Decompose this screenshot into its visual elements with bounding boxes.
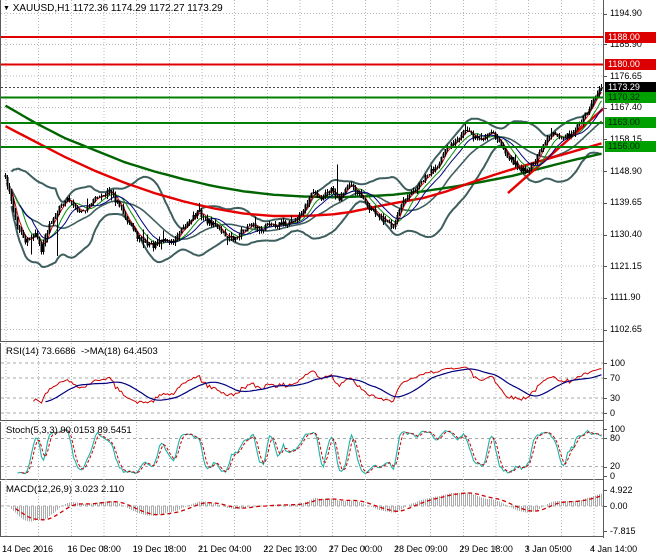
price-tick: 1158.15 [610,133,642,144]
tick-mark [604,378,607,379]
macd-histogram [11,492,602,522]
price-badge-current: 1173.29 [605,82,656,94]
time-label: 16 Dec 08:00 [67,544,121,554]
trendline-red [507,106,604,194]
macd-tick: 4.922 [610,484,633,495]
stoch-tick: 80 [610,432,621,443]
macd-panel[interactable] [0,481,603,537]
time-label: 28 Dec 09:00 [394,544,448,554]
rsi-tick: 100 [610,357,626,368]
bollinger-band [10,120,603,240]
rsi-tick: 70 [610,372,621,383]
stoch-tick: 100 [610,423,626,434]
price-tick: 1111.90 [610,292,641,303]
rsi-tick: 30 [610,392,621,403]
tick-mark [604,202,607,204]
time-label: 14 Dec 2016 [2,544,54,554]
price-tick: 1185.90 [610,38,642,49]
tick-mark [604,429,607,430]
price-tick: 1139.65 [610,197,642,208]
time-label: 19 Dec 18:00 [132,544,187,554]
rsi-ma-line [45,368,602,403]
macd-tick: 0.00 [610,500,628,511]
price-tick: 1102.65 [610,324,642,335]
time-label: 22 Dec 13:00 [263,544,317,554]
tick-mark [604,107,607,109]
tick-mark [604,506,607,507]
stochastic-panel[interactable] [0,422,603,480]
tick-mark [604,398,607,399]
price-tick: 1130.40 [610,229,642,240]
stoch-d-line [21,429,602,474]
tick-mark [604,438,607,440]
tick-mark [604,490,607,492]
macd-tick: -7.815 [610,525,636,536]
ohlc-values: 1172.36 1174.29 1172.27 1173.29 [72,3,223,14]
price-tick: 1121.15 [610,260,642,271]
tick-mark [604,466,607,468]
rsi-line [33,366,602,404]
symbol-dropdown-icon[interactable]: ▼ [3,5,10,12]
tick-mark [604,297,607,299]
price-chart-panel[interactable] [0,0,604,342]
macd-signal-line [15,492,602,521]
macd-canvas [1,481,603,537]
stoch-k-line [17,429,602,475]
rsi-tick: 0 [610,407,616,418]
time-label: 29 Dec 18:00 [459,544,513,554]
tick-mark [604,76,607,78]
time-label: 3 Jan 05:00 [524,544,572,554]
symbol-ohlc-header: ▼ XAUUSD,H1 1172.36 1174.29 1172.27 1173… [3,3,223,14]
tick-mark [604,476,607,477]
tick-mark [604,139,607,141]
stoch-canvas [1,422,603,480]
symbol-label: XAUUSD,H1 [12,3,70,14]
price-badge-support: 1163.00 [605,117,656,129]
price-badge-support: 1156.00 [605,141,656,153]
price-badge-resistance: 1188.00 [605,31,656,43]
slow-ma-green [4,104,602,199]
price-badge-resistance: 1180.00 [605,59,656,71]
time-label: 4 Jan 14:00 [590,544,638,554]
candles [4,84,603,256]
price-tick: 1167.40 [610,102,642,113]
price-tick: 1176.65 [610,70,642,81]
price-tick: 1148.90 [610,165,642,176]
stoch-tick: 0 [610,470,616,481]
price-axis: 1194.90 1185.90 1176.65 1167.40 1158.15 1148.… [603,0,660,538]
tick-mark [604,531,607,532]
tick-mark [604,13,607,15]
rsi-canvas [1,343,603,421]
tick-mark [604,171,607,173]
stoch-indicator-label: Stoch(5,3,3) 90.0153 89.5451 [6,425,132,436]
rsi-panel[interactable] [0,343,603,421]
slow-ma-red [4,125,602,218]
price-tick: 1194.90 [610,8,642,18]
price-chart-canvas [1,0,604,342]
time-label: 27 Dec 00:00 [328,544,383,554]
tick-mark [604,329,607,331]
price-badge-support: 1170.32 [605,92,656,104]
stoch-tick: 20 [610,461,621,472]
tick-mark [604,44,607,46]
rsi-indicator-label: RSI(14) 73.6686 ->MA(18) 64.4503 [6,346,158,357]
tick-mark [604,363,607,364]
tick-mark [604,234,607,236]
time-axis: 14 Dec 2016 16 Dec 08:00 19 Dec 18:00 21 De… [0,538,660,560]
tick-mark [604,413,607,414]
time-label: 21 Dec 04:00 [198,544,252,554]
x-tick-marks [4,546,594,550]
tick-mark [604,266,607,268]
macd-indicator-label: MACD(12,26,9) 3.023 2.110 [6,484,125,495]
